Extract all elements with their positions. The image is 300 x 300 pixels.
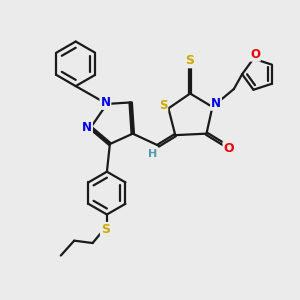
Text: N: N [82, 121, 92, 134]
Text: N: N [100, 96, 110, 109]
Text: O: O [224, 142, 234, 155]
Text: S: S [186, 54, 195, 67]
Text: N: N [211, 97, 221, 110]
Text: S: S [159, 99, 167, 112]
Text: O: O [250, 48, 260, 61]
Text: S: S [101, 223, 110, 236]
Text: H: H [148, 149, 158, 159]
